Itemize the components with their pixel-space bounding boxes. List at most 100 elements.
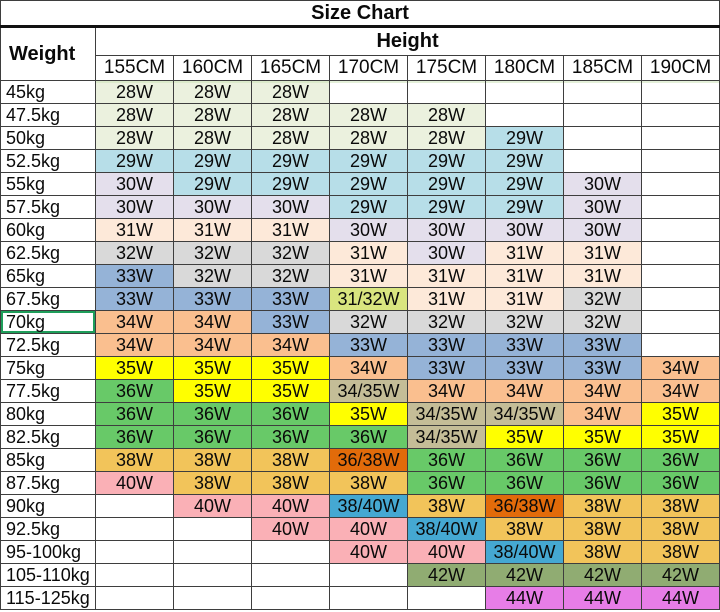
size-cell[interactable]: 33W bbox=[407, 333, 486, 357]
empty-cell[interactable] bbox=[251, 563, 330, 587]
size-cell[interactable]: 30W bbox=[173, 195, 252, 219]
size-cell[interactable]: 34/35W bbox=[485, 402, 564, 426]
size-cell[interactable]: 38/40W bbox=[485, 540, 564, 564]
row-label-95-100kg[interactable]: 95-100kg bbox=[0, 540, 96, 564]
empty-cell[interactable] bbox=[640, 80, 720, 104]
size-cell[interactable]: 29W bbox=[485, 195, 564, 219]
row-label-90kg[interactable]: 90kg bbox=[0, 494, 96, 518]
size-cell[interactable]: 32W bbox=[95, 241, 174, 265]
size-cell[interactable]: 28W bbox=[251, 80, 330, 104]
empty-cell[interactable] bbox=[640, 264, 720, 288]
size-cell[interactable]: 28W bbox=[251, 103, 330, 127]
size-cell[interactable]: 32W bbox=[407, 310, 486, 334]
row-label-105-110kg[interactable]: 105-110kg bbox=[0, 563, 96, 587]
size-cell[interactable]: 34W bbox=[563, 379, 642, 403]
size-cell[interactable]: 34W bbox=[173, 310, 252, 334]
size-cell[interactable]: 36W bbox=[95, 379, 174, 403]
size-cell[interactable]: 38W bbox=[640, 540, 720, 564]
empty-cell[interactable] bbox=[640, 195, 720, 219]
row-label-85kg[interactable]: 85kg bbox=[0, 448, 96, 472]
row-label-75kg[interactable]: 75kg bbox=[0, 356, 96, 380]
size-cell[interactable]: 29W bbox=[407, 149, 486, 173]
empty-cell[interactable] bbox=[251, 586, 330, 610]
row-label-50kg[interactable]: 50kg bbox=[0, 126, 96, 150]
empty-cell[interactable] bbox=[173, 540, 252, 564]
size-cell[interactable]: 31W bbox=[407, 264, 486, 288]
size-cell[interactable]: 33W bbox=[485, 333, 564, 357]
col-header-180cm[interactable]: 180CM bbox=[485, 55, 564, 81]
size-cell[interactable]: 30W bbox=[329, 218, 408, 242]
col-header-160cm[interactable]: 160CM bbox=[173, 55, 252, 81]
size-cell[interactable]: 30W bbox=[407, 241, 486, 265]
empty-cell[interactable] bbox=[640, 310, 720, 334]
row-label-80kg[interactable]: 80kg bbox=[0, 402, 96, 426]
size-cell[interactable]: 34W bbox=[407, 379, 486, 403]
size-cell[interactable]: 28W bbox=[173, 103, 252, 127]
size-cell[interactable]: 35W bbox=[640, 402, 720, 426]
size-cell[interactable]: 38/40W bbox=[329, 494, 408, 518]
size-cell[interactable]: 30W bbox=[563, 218, 642, 242]
size-cell[interactable]: 38W bbox=[251, 471, 330, 495]
size-cell[interactable]: 28W bbox=[251, 126, 330, 150]
size-cell[interactable]: 33W bbox=[485, 356, 564, 380]
size-cell[interactable]: 40W bbox=[251, 494, 330, 518]
row-label-82.5kg[interactable]: 82.5kg bbox=[0, 425, 96, 449]
size-cell[interactable]: 29W bbox=[329, 195, 408, 219]
empty-cell[interactable] bbox=[173, 586, 252, 610]
size-cell[interactable]: 38W bbox=[563, 517, 642, 541]
size-cell[interactable]: 29W bbox=[95, 149, 174, 173]
size-cell[interactable]: 40W bbox=[95, 471, 174, 495]
size-cell[interactable]: 34W bbox=[640, 379, 720, 403]
size-cell[interactable]: 33W bbox=[251, 287, 330, 311]
size-cell[interactable]: 38W bbox=[563, 494, 642, 518]
empty-cell[interactable] bbox=[407, 80, 486, 104]
size-cell[interactable]: 36W bbox=[563, 448, 642, 472]
size-cell[interactable]: 36W bbox=[407, 448, 486, 472]
size-cell[interactable]: 38W bbox=[563, 540, 642, 564]
size-cell[interactable]: 33W bbox=[173, 287, 252, 311]
row-label-47.5kg[interactable]: 47.5kg bbox=[0, 103, 96, 127]
empty-cell[interactable] bbox=[640, 103, 720, 127]
size-cell[interactable]: 28W bbox=[329, 103, 408, 127]
empty-cell[interactable] bbox=[485, 80, 564, 104]
size-cell[interactable]: 32W bbox=[563, 287, 642, 311]
size-cell[interactable]: 34/35W bbox=[329, 379, 408, 403]
size-cell[interactable]: 29W bbox=[329, 172, 408, 196]
size-cell[interactable]: 33W bbox=[251, 310, 330, 334]
size-cell[interactable]: 29W bbox=[485, 149, 564, 173]
size-cell[interactable]: 35W bbox=[251, 379, 330, 403]
size-cell[interactable]: 30W bbox=[563, 195, 642, 219]
empty-cell[interactable] bbox=[407, 586, 486, 610]
size-cell[interactable]: 36W bbox=[173, 425, 252, 449]
size-cell[interactable]: 30W bbox=[563, 172, 642, 196]
size-cell[interactable]: 36W bbox=[407, 471, 486, 495]
size-cell[interactable]: 35W bbox=[173, 356, 252, 380]
col-header-165cm[interactable]: 165CM bbox=[251, 55, 330, 81]
size-cell[interactable]: 32W bbox=[251, 241, 330, 265]
row-label-52.5kg[interactable]: 52.5kg bbox=[0, 149, 96, 173]
col-header-190cm[interactable]: 190CM bbox=[640, 55, 720, 81]
size-cell[interactable]: 28W bbox=[173, 126, 252, 150]
size-cell[interactable]: 42W bbox=[407, 563, 486, 587]
size-cell[interactable]: 35W bbox=[563, 425, 642, 449]
size-cell[interactable]: 38/40W bbox=[407, 517, 486, 541]
size-cell[interactable]: 28W bbox=[407, 103, 486, 127]
size-cell[interactable]: 40W bbox=[251, 517, 330, 541]
col-header-155cm[interactable]: 155CM bbox=[95, 55, 174, 81]
size-cell[interactable]: 36W bbox=[640, 448, 720, 472]
empty-cell[interactable] bbox=[95, 586, 174, 610]
empty-cell[interactable] bbox=[640, 149, 720, 173]
size-cell[interactable]: 35W bbox=[485, 425, 564, 449]
size-cell[interactable]: 33W bbox=[407, 356, 486, 380]
size-cell[interactable]: 40W bbox=[407, 540, 486, 564]
col-header-175cm[interactable]: 175CM bbox=[407, 55, 486, 81]
row-label-60kg[interactable]: 60kg bbox=[0, 218, 96, 242]
size-cell[interactable]: 28W bbox=[95, 103, 174, 127]
size-cell[interactable]: 36W bbox=[563, 471, 642, 495]
size-cell[interactable]: 33W bbox=[329, 333, 408, 357]
size-cell[interactable]: 36/38W bbox=[329, 448, 408, 472]
row-label-72.5kg[interactable]: 72.5kg bbox=[0, 333, 96, 357]
size-cell[interactable]: 36W bbox=[95, 425, 174, 449]
size-cell[interactable]: 32W bbox=[173, 264, 252, 288]
size-cell[interactable]: 30W bbox=[485, 218, 564, 242]
